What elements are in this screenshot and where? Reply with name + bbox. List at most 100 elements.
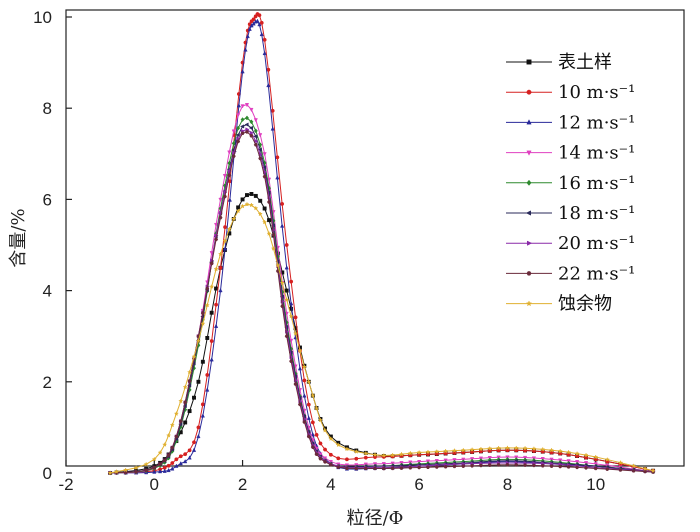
- data-point: [240, 69, 245, 74]
- data-point: [196, 433, 201, 439]
- data-point: [204, 302, 210, 308]
- data-point: [107, 470, 113, 476]
- data-point: [170, 445, 175, 450]
- data-point: [244, 130, 249, 134]
- data-point: [227, 150, 232, 155]
- data-point: [157, 449, 163, 455]
- data-point: [262, 174, 267, 179]
- data-point: [200, 413, 205, 418]
- data-point: [318, 441, 323, 446]
- data-point: [174, 434, 179, 439]
- data-point: [284, 334, 289, 338]
- data-point: [178, 461, 183, 466]
- data-point: [323, 460, 328, 464]
- legend-marker: [526, 59, 532, 65]
- data-point: [566, 465, 571, 469]
- data-point: [353, 448, 359, 454]
- x-tick-label: 2: [238, 475, 247, 494]
- data-point: [266, 177, 272, 182]
- data-point: [182, 384, 188, 390]
- data-point: [531, 463, 536, 468]
- legend-marker: [526, 240, 533, 246]
- data-point: [618, 468, 623, 472]
- data-point: [257, 211, 263, 217]
- data-point: [231, 154, 236, 158]
- data-point: [249, 107, 254, 113]
- data-point: [297, 366, 303, 371]
- data-point: [270, 126, 275, 131]
- data-point: [196, 379, 201, 384]
- data-point: [284, 288, 289, 293]
- data-point: [434, 448, 440, 454]
- data-point: [214, 302, 219, 307]
- series-layer: [107, 12, 656, 476]
- x-tick-label: 4: [326, 475, 335, 494]
- data-point: [223, 225, 228, 230]
- data-point: [302, 393, 307, 398]
- data-point: [170, 461, 175, 466]
- data-point: [323, 447, 327, 452]
- data-point: [134, 470, 139, 474]
- data-point: [631, 469, 636, 473]
- y-tick-label: 10: [33, 8, 52, 27]
- data-point: [247, 26, 252, 31]
- data-point: [408, 466, 413, 470]
- data-point: [306, 434, 311, 439]
- data-point: [451, 447, 458, 453]
- data-point: [461, 464, 466, 468]
- data-point: [318, 456, 323, 461]
- data-point: [239, 124, 245, 129]
- data-point: [540, 464, 545, 468]
- data-point: [245, 193, 249, 198]
- legend-label: 10 m·s⁻¹: [558, 82, 635, 103]
- legend-marker: [526, 271, 532, 276]
- y-tick-label: 0: [43, 464, 52, 483]
- data-point: [227, 197, 232, 202]
- data-point: [279, 280, 285, 286]
- data-point: [314, 432, 319, 437]
- legend-item: 表土样: [506, 52, 612, 73]
- data-point: [183, 420, 188, 425]
- data-point: [604, 456, 610, 462]
- data-point: [162, 441, 168, 447]
- data-point: [196, 425, 201, 430]
- legend: 表土样 10 m·s⁻¹ 12 m·s⁻¹ 14 m·s⁻¹ 16 m·s⁻¹ 18 m·…: [506, 52, 635, 315]
- data-point: [425, 449, 431, 455]
- data-point: [292, 330, 299, 336]
- data-point: [584, 466, 589, 470]
- data-point: [187, 379, 192, 383]
- y-tick-label: 6: [43, 190, 52, 209]
- legend-marker: [525, 300, 533, 307]
- data-point: [205, 336, 210, 340]
- data-point: [407, 450, 413, 456]
- data-point: [244, 201, 250, 207]
- legend-item: 14 m·s⁻¹: [506, 143, 635, 164]
- data-point: [487, 463, 492, 467]
- data-point: [174, 457, 179, 462]
- x-tick-label: 8: [503, 475, 512, 494]
- data-point: [293, 382, 298, 386]
- data-point: [363, 455, 368, 460]
- data-point: [336, 465, 341, 469]
- data-point: [253, 143, 258, 147]
- data-point: [344, 466, 349, 470]
- data-point: [605, 467, 610, 471]
- legend-label: 16 m·s⁻¹: [558, 173, 635, 194]
- data-point: [249, 134, 254, 138]
- data-point: [593, 454, 599, 460]
- data-point: [318, 452, 323, 457]
- y-tick-label: 2: [43, 373, 52, 392]
- data-point: [166, 467, 171, 473]
- data-point: [266, 230, 272, 236]
- data-point: [183, 458, 188, 464]
- data-point: [213, 222, 219, 228]
- data-point: [267, 200, 272, 204]
- data-point: [222, 194, 227, 199]
- data-point: [240, 104, 245, 109]
- data-point: [280, 304, 285, 308]
- data-point: [469, 446, 475, 452]
- legend-label: 20 m·s⁻¹: [558, 233, 635, 254]
- series-7: [108, 130, 656, 475]
- data-point: [328, 436, 334, 442]
